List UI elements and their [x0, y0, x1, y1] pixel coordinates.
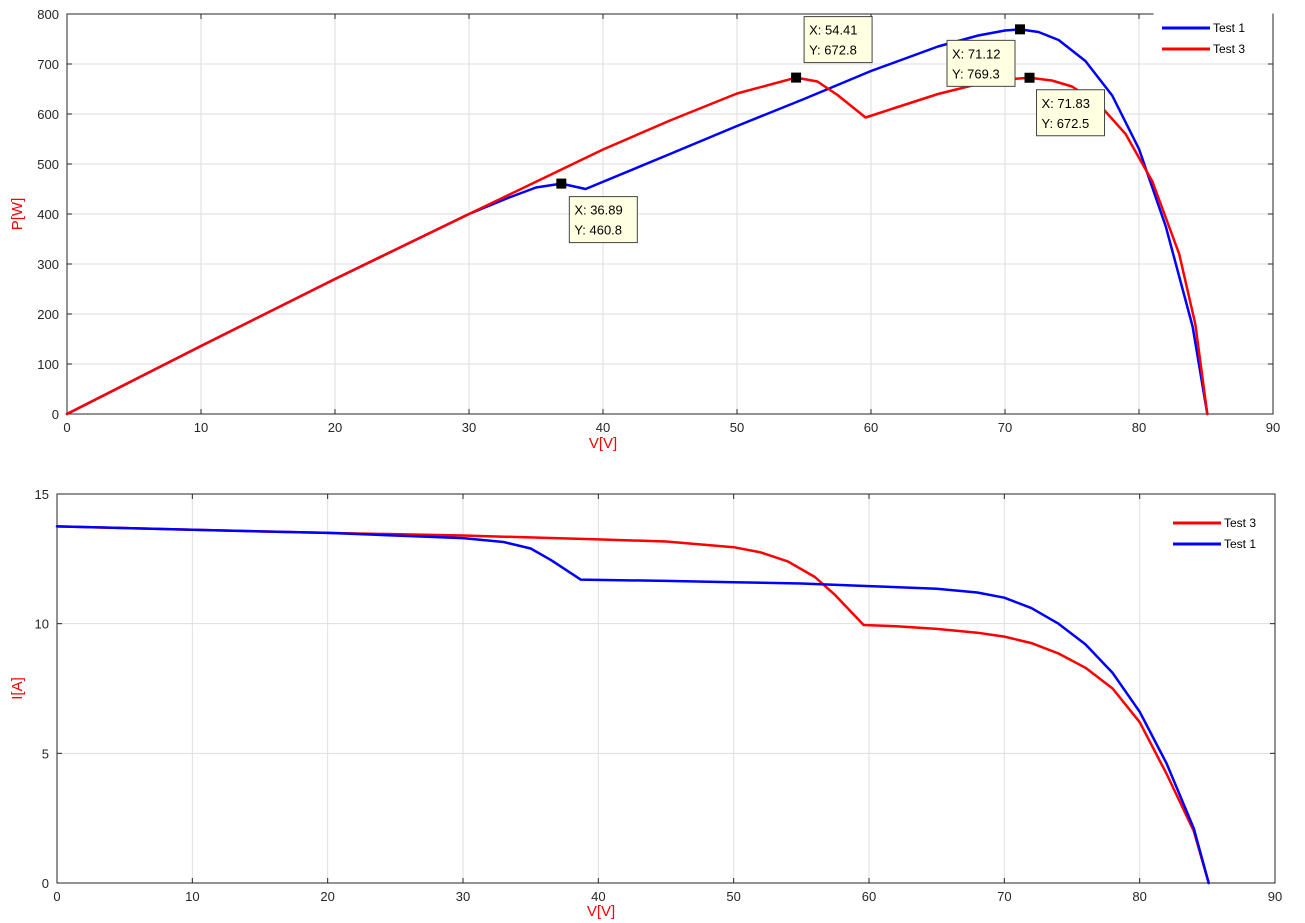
datatip-y-text: Y: 769.3 — [952, 66, 1000, 81]
datatip-x-text: X: 71.83 — [1042, 96, 1090, 111]
chart-1: 0 10 20 30 40 50 60 70 80 90 0 100 200 300 400 500 600 70… — [9, 7, 1280, 452]
datatip-y-text: Y: 672.8 — [809, 43, 857, 58]
x-tick-label: 40 — [596, 420, 610, 435]
y-tick-label: 0 — [52, 407, 59, 422]
series-line-test-3 — [55, 525, 1210, 885]
y-tick-label: 15 — [35, 487, 49, 502]
datatip-marker — [556, 178, 567, 189]
y-tick-label: 10 — [35, 617, 49, 632]
datatip-box — [1036, 89, 1106, 137]
legend-label: Test 1 — [1213, 21, 1245, 35]
x-tick-label: 40 — [591, 889, 605, 904]
y-tick-label: 600 — [37, 107, 59, 122]
datatip-marker — [1024, 72, 1035, 83]
axes-box — [56, 493, 1276, 884]
x-tick-label: 30 — [462, 420, 476, 435]
datatip-marker — [1015, 24, 1026, 35]
datatip[interactable]: X: 54.41 Y: 672.8 — [791, 16, 873, 83]
datatip-box — [568, 196, 638, 244]
x-tick-label: 50 — [730, 420, 744, 435]
series-line-test-1 — [55, 525, 1210, 885]
x-tick-label: 90 — [1268, 889, 1282, 904]
datatip-x-text: X: 36.89 — [574, 203, 622, 218]
datatip-marker — [791, 72, 802, 83]
y-axis-label: P[W] — [9, 198, 26, 231]
series-line-test-1 — [65, 28, 1209, 416]
y-tick-label: 0 — [42, 876, 49, 891]
y-tick-label: 300 — [37, 257, 59, 272]
x-tick-label: 80 — [1132, 420, 1146, 435]
legend-box — [1164, 508, 1272, 556]
y-tick-label: 200 — [37, 307, 59, 322]
y-tick-label: 400 — [37, 207, 59, 222]
y-tick-label: 700 — [37, 57, 59, 72]
datatip[interactable]: X: 36.89 Y: 460.8 — [556, 178, 638, 244]
y-tick-label: 500 — [37, 157, 59, 172]
y-tick-label: 800 — [37, 7, 59, 22]
y-tick-label: 100 — [37, 357, 59, 372]
datatip-y-text: Y: 460.8 — [574, 223, 622, 238]
x-tick-label: 70 — [998, 420, 1012, 435]
x-tick-label: 60 — [864, 420, 878, 435]
datatip-box — [946, 39, 1016, 87]
legend-label: Test 3 — [1213, 42, 1245, 56]
x-axis-label: V[V] — [587, 903, 615, 920]
datatip-x-text: X: 71.12 — [952, 46, 1000, 61]
plot-area — [57, 494, 1275, 883]
y-tick-label: 5 — [42, 746, 49, 761]
x-tick-label: 80 — [1132, 889, 1146, 904]
datatip[interactable]: X: 71.12 Y: 769.3 — [946, 24, 1026, 87]
x-tick-label: 30 — [456, 889, 470, 904]
x-tick-label: 90 — [1266, 420, 1280, 435]
y-axis-label: I[A] — [9, 677, 26, 700]
x-tick-label: 0 — [63, 420, 70, 435]
legend-label: Test 3 — [1224, 516, 1256, 530]
x-tick-label: 20 — [328, 420, 342, 435]
datatip[interactable]: X: 71.83 Y: 672.5 — [1024, 72, 1106, 137]
x-tick-label: 70 — [997, 889, 1011, 904]
legend[interactable]: Test 3 Test 1 — [1164, 508, 1272, 556]
datatip-box — [803, 16, 873, 64]
x-tick-label: 10 — [194, 420, 208, 435]
series-line-test-3 — [65, 76, 1209, 416]
legend-label: Test 1 — [1224, 537, 1256, 551]
legend-box — [1153, 13, 1273, 61]
datatip-x-text: X: 54.41 — [809, 23, 857, 38]
x-tick-label: 0 — [53, 889, 60, 904]
x-tick-label: 60 — [862, 889, 876, 904]
legend[interactable]: Test 1 Test 3 — [1153, 13, 1273, 61]
x-tick-label: 50 — [726, 889, 740, 904]
x-tick-label: 10 — [185, 889, 199, 904]
x-tick-label: 20 — [320, 889, 334, 904]
x-axis-label: V[V] — [589, 435, 617, 452]
datatip-y-text: Y: 672.5 — [1042, 116, 1090, 131]
